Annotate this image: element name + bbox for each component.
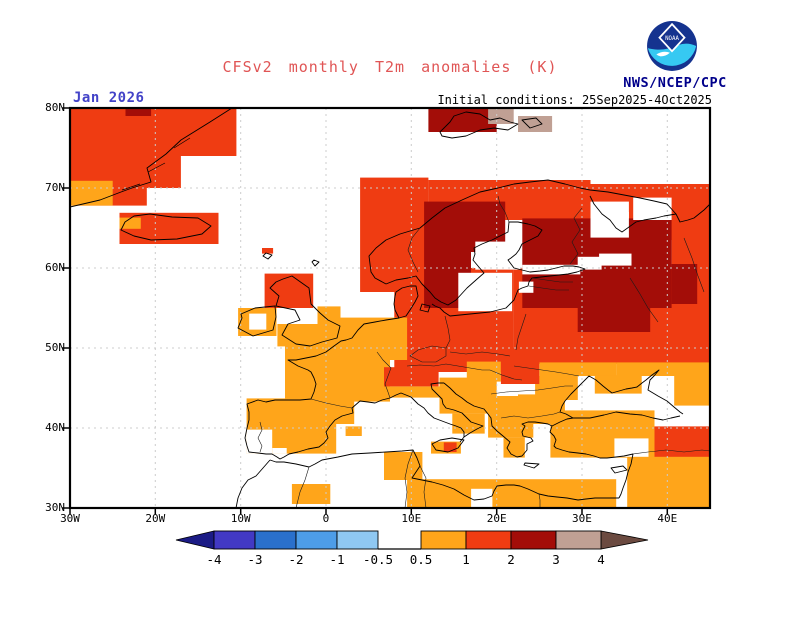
colorbar-tick-label: -4 [206,552,221,567]
anomaly-cell [428,108,497,132]
lon-tick-label: 30W [60,512,80,525]
anomaly-cell [614,438,649,457]
anomaly-cell [384,367,439,387]
colorbar-tick-label: -0.5 [363,552,393,567]
anomaly-cell [70,180,113,206]
lon-tick-label: 30E [572,512,592,525]
anomaly-cell [503,437,525,458]
anomaly-cell [119,217,141,229]
anomaly-cell [452,413,485,434]
anomaly-map [62,106,712,514]
colorbar-segment [336,530,379,550]
anomaly-cell [500,348,540,384]
anomaly-cell [443,442,457,452]
forecast-month-label: Jan 2026 [73,90,145,106]
colorbar-tick-label: -3 [247,552,262,567]
lon-tick-label: 10W [230,512,251,525]
country-borders [257,195,711,509]
anomaly-cell [471,488,493,508]
lat-tick-label: 40N [45,421,65,434]
anomaly-cell [671,240,710,268]
anomaly-cell [650,426,710,458]
lat-tick-label: 70N [45,181,65,194]
colorbar-segment [254,530,297,550]
anomaly-cell [246,429,273,454]
anomaly-cell [518,116,553,132]
anomaly-cell [125,108,152,116]
colorbar-legend: -4 -3 -2 -1 -0.5 0.5 1 2 3 4 [175,530,649,567]
anomaly-cell [599,253,632,266]
noaa-logo-icon: NOAA [647,21,697,71]
anomaly-field [70,108,710,508]
anomaly-cell [345,426,362,436]
colorbar-segment [555,530,602,550]
anomaly-cell [249,313,267,330]
colorbar-tick-label: 0.5 [410,552,433,567]
lat-tick-label: 50N [45,341,65,354]
colorbar-tick-label: -2 [288,552,303,567]
lat-tick-label: 80N [45,101,65,114]
anomaly-cell [272,448,287,454]
anomaly-cell [277,324,341,347]
noaa-logo: NOAA [646,20,698,72]
anomaly-cell [518,281,534,293]
anomaly-cell [439,377,497,414]
anomaly-cell [407,479,617,508]
anomaly-cell [264,273,314,308]
colorbar-segment [510,530,557,550]
anomaly-cell [671,264,698,304]
coastlines [69,107,711,509]
anomaly-cell [535,376,578,400]
lon-tick-label: 20W [145,512,166,525]
anomaly-cell [488,108,514,124]
anomaly-cell [475,241,521,270]
anomaly-cell [70,108,237,156]
lon-tick-label: 40E [657,512,678,525]
anomaly-cell [616,362,710,376]
axis-ticks [62,107,669,514]
anomaly-cell [539,362,617,376]
colorbar-left-arrow [175,530,215,550]
colorbar-tick-label: 1 [462,552,470,567]
anomaly-cell [317,306,341,324]
colorbar-segment [420,530,467,550]
lat-tick-label: 30N [45,501,65,514]
colorbar-tick-label: 2 [507,552,515,567]
chart-title: CFSv2 monthly T2m anomalies (K) [222,58,558,76]
svg-text:NOAA: NOAA [665,36,679,42]
anomaly-cell [577,256,602,270]
anomaly-cell [627,456,710,508]
colorbar-right-arrow [600,530,649,550]
anomaly-cell [330,398,355,424]
anomaly-cell [262,248,274,254]
lon-tick-label: 0 [322,512,330,525]
colorbar-tick-label: 3 [552,552,560,567]
map-frame [68,106,712,510]
anomaly-cell [384,452,423,480]
colorbar-segment [465,530,512,550]
colorbar-segment [213,530,256,550]
colorbar-segment [295,530,338,550]
anomaly-cell [577,308,651,332]
anomaly-cell [384,386,444,398]
colorbar-tick-label: -1 [329,552,344,567]
colorbar-tick-label: 4 [597,552,605,567]
lon-tick-label: 10E [401,512,422,525]
initial-conditions-label: Initial conditions: 25Sep2025-4Oct2025 [437,93,712,107]
anomaly-cell [458,272,513,312]
anomaly-cell [674,376,710,406]
agency-label: NWS/NCEP/CPC [623,75,727,91]
grid-lines [70,108,710,508]
lon-tick-label: 20E [486,512,507,525]
lat-tick-label: 60N [45,261,65,274]
anomaly-cell [466,361,501,382]
